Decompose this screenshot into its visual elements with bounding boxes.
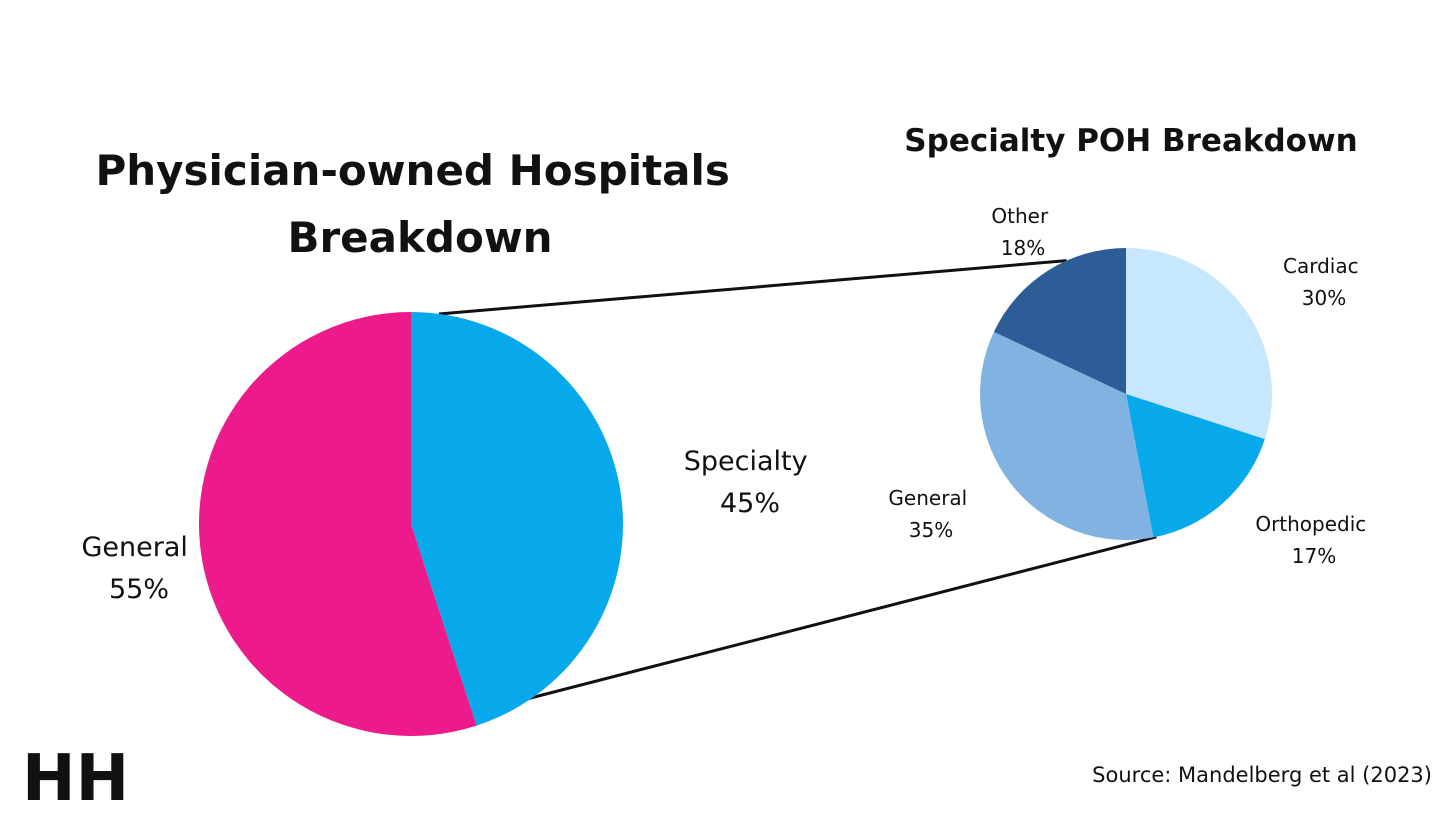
connector-line-bottom [516, 535, 1157, 704]
data-label-cardiac: Cardiac 30% [1283, 254, 1365, 310]
main-chart-title: Physician-owned Hospitals Breakdown [95, 146, 744, 262]
hh-logo: HH [22, 742, 129, 816]
label-orthopedic-pct: 17% [1292, 544, 1336, 568]
connector-line-top [438, 259, 1067, 316]
label-orthopedic-name: Orthopedic [1255, 512, 1366, 536]
label-sub-general-name: General [888, 486, 967, 510]
slice-general [198, 312, 477, 736]
data-label-other: Other 18% [991, 204, 1054, 260]
main-title-line-1: Physician-owned Hospitals [95, 146, 729, 195]
label-general-pct: 55% [109, 574, 169, 605]
slice-sub-general [980, 331, 1154, 540]
data-label-sub-general: General 35% [888, 486, 973, 542]
sub-pie [980, 248, 1272, 540]
main-pie [198, 312, 623, 736]
data-label-orthopedic: Orthopedic 17% [1255, 512, 1372, 568]
slice-other [993, 248, 1126, 394]
label-cardiac-name: Cardiac [1283, 254, 1359, 278]
label-specialty-name: Specialty [684, 446, 808, 477]
data-label-specialty: Specialty 45% [684, 446, 816, 519]
source-note: Source: Mandelberg et al (2023) [1092, 763, 1432, 787]
data-label-general: General 55% [82, 532, 197, 605]
label-general-name: General [82, 532, 188, 563]
label-sub-general-pct: 35% [909, 518, 953, 542]
label-other-pct: 18% [1001, 236, 1045, 260]
slice-orthopedic [1126, 394, 1265, 538]
label-cardiac-pct: 30% [1302, 286, 1346, 310]
label-specialty-pct: 45% [720, 488, 780, 519]
main-title-line-2: Breakdown [287, 213, 552, 262]
slice-cardiac [1126, 248, 1272, 440]
sub-chart-title: Specialty POH Breakdown [904, 123, 1357, 159]
slice-specialty [411, 312, 623, 726]
label-other-name: Other [991, 204, 1049, 228]
